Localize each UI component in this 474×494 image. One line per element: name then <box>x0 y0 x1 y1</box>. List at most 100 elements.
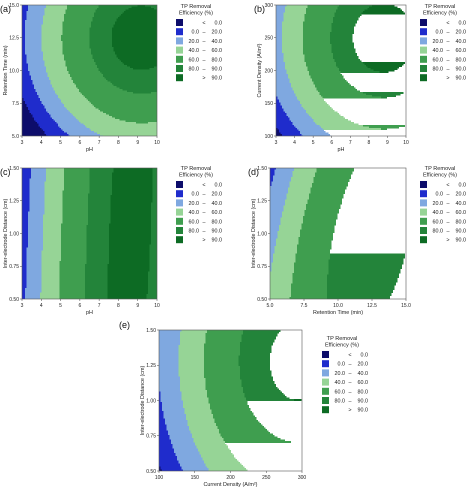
contour-region <box>159 448 174 451</box>
contour-region <box>270 268 272 271</box>
contour-region <box>205 337 242 340</box>
contour-region <box>363 92 404 94</box>
panel-label: (a) <box>0 4 11 14</box>
contour-region <box>270 231 278 233</box>
contour-region <box>26 268 42 271</box>
contour-region <box>29 201 45 203</box>
contour-region <box>178 375 204 377</box>
contour-region <box>159 379 180 382</box>
contour-region <box>94 14 121 16</box>
contour-region <box>159 414 164 416</box>
contour-region <box>205 339 242 341</box>
contour-region <box>151 237 157 239</box>
contour-region <box>25 27 42 30</box>
contour-region <box>62 193 88 196</box>
contour-region <box>282 38 303 40</box>
contour-region <box>327 285 395 287</box>
contour-region <box>85 285 108 287</box>
contour-region <box>41 276 60 278</box>
contour-region <box>313 81 348 84</box>
contour-region <box>55 92 81 94</box>
contour-region <box>328 261 404 263</box>
contour-region <box>22 213 28 215</box>
contour-region <box>85 289 108 292</box>
contour-region <box>85 295 108 298</box>
contour-region <box>288 116 311 118</box>
contour-region <box>53 89 79 91</box>
contour-region <box>61 232 87 235</box>
contour-region <box>151 6 157 9</box>
contour-region <box>291 292 327 295</box>
contour-region <box>270 288 291 290</box>
contour-fill <box>159 330 302 471</box>
contour-region <box>44 9 66 12</box>
contour-region <box>22 196 30 199</box>
contour-region <box>178 357 204 359</box>
contour-region <box>276 134 282 136</box>
contour-region <box>67 69 99 72</box>
contour-region <box>64 184 90 187</box>
contour-region <box>327 295 390 298</box>
contour-region <box>303 21 333 24</box>
contour-region <box>28 246 43 248</box>
contour-region <box>241 336 276 338</box>
contour-region <box>34 117 52 120</box>
contour-region <box>291 291 327 293</box>
contour-region <box>29 190 45 193</box>
contour-region <box>151 211 157 214</box>
contour-region <box>59 277 85 280</box>
contour-region <box>131 6 151 9</box>
contour-region <box>29 74 48 76</box>
contour-region <box>41 42 63 45</box>
legend-swatch <box>420 208 427 216</box>
contour-region <box>109 235 151 238</box>
y-tick-label: 0.50 <box>146 469 156 475</box>
contour-region <box>270 240 276 242</box>
contour-region <box>210 403 248 406</box>
contour-region <box>65 60 94 63</box>
legend-title: Efficiency (%) <box>179 173 213 179</box>
contour-region <box>280 220 303 223</box>
contour-region <box>83 123 157 126</box>
contour-region <box>85 270 108 272</box>
contour-region <box>276 111 285 114</box>
contour-region <box>50 116 75 118</box>
contour-region <box>292 89 317 91</box>
contour-region <box>112 183 153 185</box>
contour-region <box>22 207 30 209</box>
contour-region <box>276 50 282 52</box>
contour-region <box>292 172 315 175</box>
contour-region <box>59 295 85 298</box>
contour-region <box>49 77 72 79</box>
contour-region <box>151 234 157 236</box>
contour-region <box>276 104 281 106</box>
contour-region <box>217 426 264 428</box>
contour-region <box>22 5 28 7</box>
contour-region <box>303 27 332 30</box>
contour-region <box>303 26 332 28</box>
x-tick-label: 6 <box>78 140 81 146</box>
contour-region <box>303 41 330 43</box>
contour-region <box>28 243 43 245</box>
contour-region <box>152 174 157 176</box>
contour-region <box>22 192 30 194</box>
contour-region <box>159 457 177 460</box>
contour-region <box>180 342 206 344</box>
contour-region <box>361 12 405 15</box>
contour-region <box>91 129 157 132</box>
contour-region <box>333 18 359 21</box>
contour-region <box>336 62 363 64</box>
contour-region <box>162 469 183 471</box>
legend-high: 80.0 <box>456 57 467 63</box>
contour-region <box>159 394 161 397</box>
contour-region <box>276 110 284 112</box>
contour-region <box>204 361 239 364</box>
contour-region <box>288 77 311 79</box>
contour-region <box>294 268 329 271</box>
contour-region <box>171 442 195 445</box>
contour-region <box>276 87 293 90</box>
x-tick-label: 100 <box>155 475 164 481</box>
contour-region <box>273 177 291 179</box>
